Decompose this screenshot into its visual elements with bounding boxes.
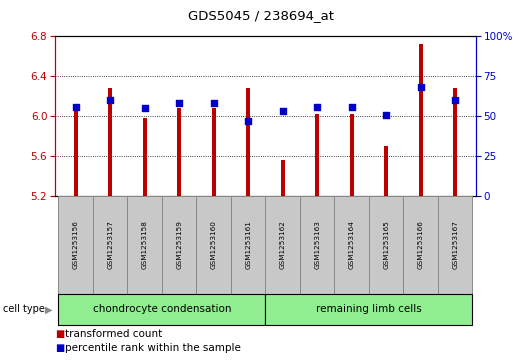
Bar bbox=[59, 294, 266, 325]
Text: GSM1253166: GSM1253166 bbox=[418, 221, 424, 269]
Text: GSM1253161: GSM1253161 bbox=[245, 221, 251, 269]
Point bbox=[416, 85, 425, 90]
Bar bbox=[300, 196, 334, 294]
Bar bbox=[281, 160, 285, 196]
Text: GSM1253160: GSM1253160 bbox=[211, 221, 217, 269]
Bar bbox=[418, 44, 423, 196]
Text: GDS5045 / 238694_at: GDS5045 / 238694_at bbox=[188, 9, 335, 22]
Bar bbox=[143, 118, 147, 196]
Bar bbox=[162, 196, 197, 294]
Point bbox=[382, 112, 390, 118]
Point bbox=[72, 104, 80, 110]
Bar bbox=[403, 196, 438, 294]
Bar bbox=[266, 294, 472, 325]
Text: GSM1253167: GSM1253167 bbox=[452, 221, 458, 269]
Text: GSM1253163: GSM1253163 bbox=[314, 221, 320, 269]
Text: GSM1253165: GSM1253165 bbox=[383, 221, 389, 269]
Bar bbox=[59, 196, 93, 294]
Point bbox=[141, 105, 149, 111]
Bar bbox=[108, 88, 112, 196]
Bar bbox=[197, 196, 231, 294]
Text: GSM1253162: GSM1253162 bbox=[280, 221, 286, 269]
Point bbox=[244, 118, 253, 124]
Bar bbox=[212, 108, 215, 196]
Bar bbox=[231, 196, 266, 294]
Point bbox=[313, 104, 321, 110]
Point bbox=[210, 101, 218, 106]
Bar bbox=[246, 88, 250, 196]
Bar bbox=[369, 196, 403, 294]
Text: GSM1253158: GSM1253158 bbox=[142, 221, 147, 269]
Text: chondrocyte condensation: chondrocyte condensation bbox=[93, 305, 231, 314]
Point bbox=[451, 97, 459, 103]
Bar bbox=[438, 196, 472, 294]
Text: ■: ■ bbox=[55, 343, 64, 354]
Text: GSM1253159: GSM1253159 bbox=[176, 221, 182, 269]
Bar bbox=[177, 108, 181, 196]
Point bbox=[347, 104, 356, 110]
Bar bbox=[128, 196, 162, 294]
Bar bbox=[453, 88, 457, 196]
Text: GSM1253156: GSM1253156 bbox=[73, 221, 78, 269]
Text: transformed count: transformed count bbox=[65, 329, 163, 339]
Point bbox=[175, 101, 184, 106]
Text: cell type: cell type bbox=[3, 305, 44, 314]
Bar bbox=[315, 114, 319, 196]
Text: percentile rank within the sample: percentile rank within the sample bbox=[65, 343, 241, 354]
Bar bbox=[334, 196, 369, 294]
Bar bbox=[349, 114, 354, 196]
Point bbox=[106, 97, 115, 103]
Bar bbox=[384, 146, 388, 196]
Bar bbox=[93, 196, 128, 294]
Text: ▶: ▶ bbox=[45, 305, 52, 314]
Text: remaining limb cells: remaining limb cells bbox=[316, 305, 422, 314]
Point bbox=[278, 109, 287, 114]
Text: GSM1253157: GSM1253157 bbox=[107, 221, 113, 269]
Bar bbox=[74, 110, 78, 196]
Text: ■: ■ bbox=[55, 329, 64, 339]
Text: GSM1253164: GSM1253164 bbox=[349, 221, 355, 269]
Bar bbox=[266, 196, 300, 294]
